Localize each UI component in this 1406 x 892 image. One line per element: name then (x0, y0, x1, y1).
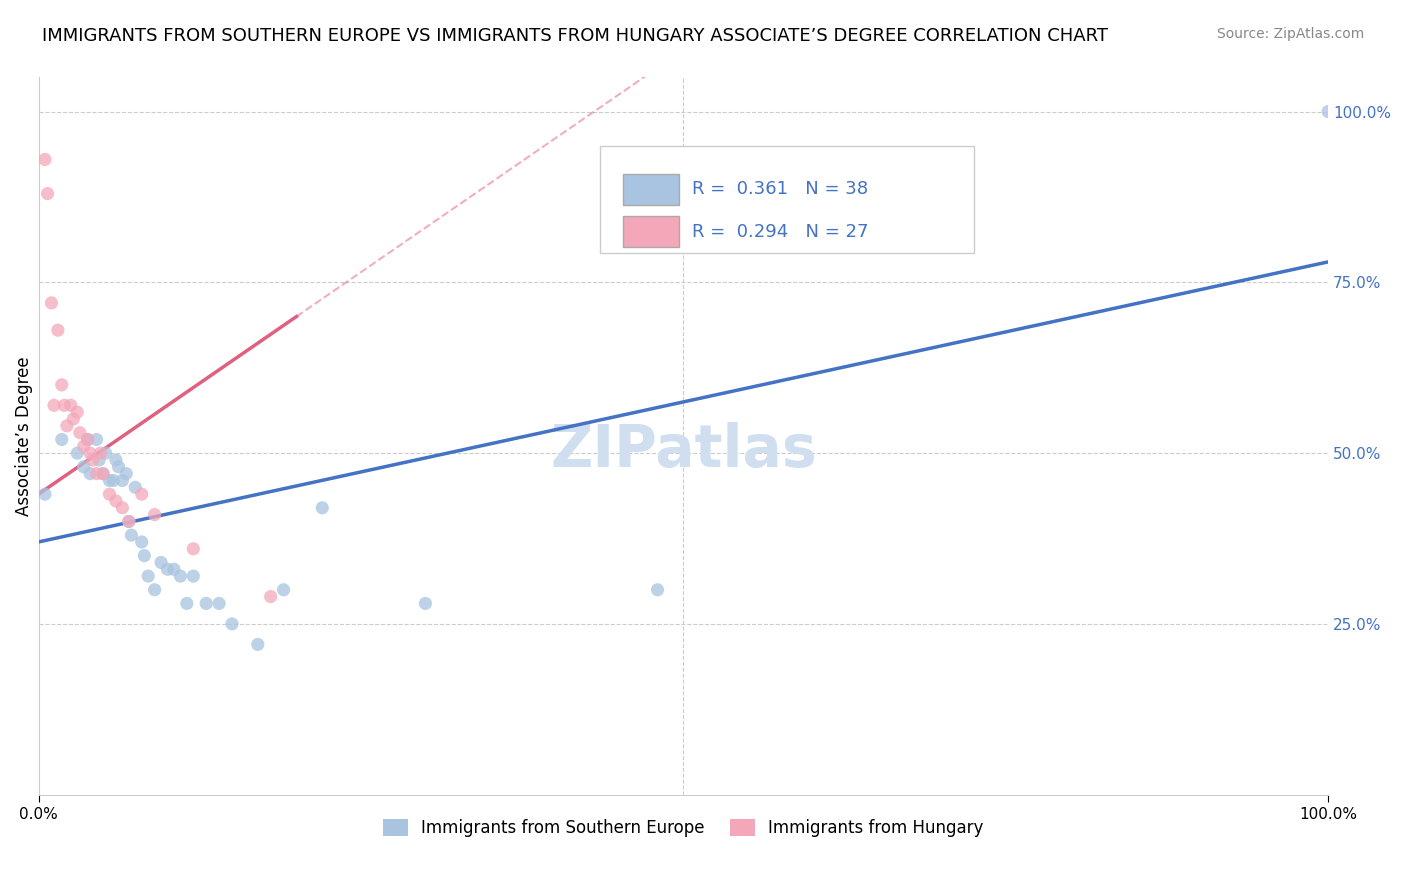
Point (89, 453, 111, 467)
Point (79, 467, 101, 481)
Point (86, 433, 108, 447)
Point (181, 541, 204, 556)
Point (111, 500, 134, 515)
Point (181, 569, 204, 583)
Point (98, 487, 121, 501)
Point (120, 528, 142, 542)
Point (94, 446, 117, 460)
Point (66, 446, 89, 460)
Point (163, 562, 186, 576)
Text: ZIPatlas: ZIPatlas (550, 422, 817, 479)
Point (124, 480, 146, 494)
Point (131, 535, 153, 549)
Text: IMMIGRANTS FROM SOUTHERN EUROPE VS IMMIGRANTS FROM HUNGARY ASSOCIATE’S DEGREE CO: IMMIGRANTS FROM SOUTHERN EUROPE VS IMMIG… (42, 27, 1108, 45)
Point (176, 596, 198, 610)
Point (51, 377, 73, 392)
Point (51, 433, 73, 447)
Point (82, 453, 104, 467)
Point (103, 474, 125, 488)
Text: R =  0.361   N = 38: R = 0.361 N = 38 (692, 180, 869, 198)
Point (260, 590, 283, 604)
Text: R =  0.294   N = 27: R = 0.294 N = 27 (692, 222, 869, 241)
Point (91, 467, 114, 481)
Point (195, 596, 218, 610)
Point (143, 508, 166, 522)
Point (111, 474, 134, 488)
Point (118, 515, 141, 529)
Point (647, 582, 669, 597)
Text: Source: ZipAtlas.com: Source: ZipAtlas.com (1216, 27, 1364, 41)
Point (131, 487, 153, 501)
Y-axis label: Associate’s Degree: Associate’s Degree (15, 356, 32, 516)
Point (53, 398, 76, 412)
Point (73, 439, 96, 453)
Point (107, 459, 129, 474)
Point (59, 398, 82, 412)
Point (86, 467, 108, 481)
Point (41, 296, 63, 310)
Point (104, 453, 127, 467)
Point (169, 569, 191, 583)
Legend: Immigrants from Southern Europe, Immigrants from Hungary: Immigrants from Southern Europe, Immigra… (377, 813, 990, 844)
Point (46, 323, 69, 337)
Point (42, 398, 65, 412)
Point (246, 637, 269, 651)
Point (76, 433, 98, 447)
Point (104, 494, 127, 508)
Point (136, 569, 159, 583)
Point (66, 405, 89, 419)
Point (156, 562, 179, 576)
Point (143, 582, 166, 597)
Point (311, 500, 333, 515)
Point (34, 487, 56, 501)
Point (69, 425, 91, 440)
Point (134, 549, 156, 563)
Point (221, 616, 243, 631)
Point (91, 467, 114, 481)
Point (73, 459, 96, 474)
Point (273, 582, 295, 597)
Point (37, 186, 59, 201)
FancyBboxPatch shape (623, 216, 679, 247)
Point (115, 467, 138, 481)
FancyBboxPatch shape (623, 174, 679, 205)
Point (150, 556, 173, 570)
FancyBboxPatch shape (599, 145, 973, 253)
Point (89, 446, 111, 460)
Point (56, 418, 79, 433)
Point (415, 596, 437, 610)
Point (79, 446, 101, 460)
Point (118, 515, 141, 529)
Point (1317, 104, 1340, 119)
Point (34, 153, 56, 167)
Point (62, 412, 84, 426)
Point (98, 474, 121, 488)
Point (76, 433, 98, 447)
Point (208, 596, 231, 610)
